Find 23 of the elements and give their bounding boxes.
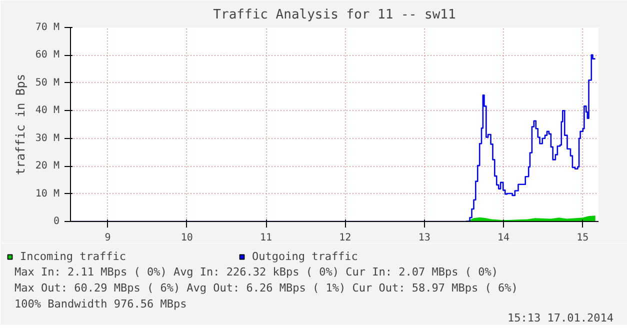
- y-tick-label: 20 M: [35, 160, 60, 172]
- text: Max In: 2.11 MBps ( 0%) Avg In: 226.32 kBps ( 0%) Cur In: 2.07 MBps ( 0%): [14, 266, 498, 278]
- y-tick-label: 50 M: [35, 77, 60, 88]
- y-tick-label: 10 M: [35, 188, 60, 200]
- x-tick-label: 11: [260, 232, 272, 244]
- y-tick-label: 30 M: [35, 132, 60, 144]
- legend-label: Outgoing traffic: [252, 250, 358, 263]
- x-tick-label: 10: [180, 232, 193, 244]
- text: Max Out: 60.29 MBps ( 6%) Avg Out: 6.26 MBps ( 1%) Cur Out: 58.97 MBps ( 6%): [14, 282, 518, 294]
- legend-label: Incoming traffic: [20, 250, 126, 263]
- x-tick-label: 12: [339, 232, 352, 244]
- x-tick-label: 13: [418, 232, 430, 244]
- y-tick-label: 40 M: [35, 105, 60, 116]
- x-tick-label: 9: [104, 232, 111, 244]
- y-axis-title: traffic in Bps: [13, 74, 28, 176]
- text: 15:13 17.01.2014: [508, 312, 614, 324]
- chart-title: Traffic Analysis for 11 -- sw11: [213, 8, 456, 22]
- x-tick-label: 14: [497, 232, 510, 244]
- text: 100% Bandwidth 976.56 MBps: [14, 298, 187, 310]
- y-tick-label: 0: [53, 216, 60, 227]
- y-tick-label: 60 M: [35, 50, 60, 61]
- y-tick-label: 70 M: [35, 22, 60, 33]
- x-tick-label: 15: [576, 232, 589, 244]
